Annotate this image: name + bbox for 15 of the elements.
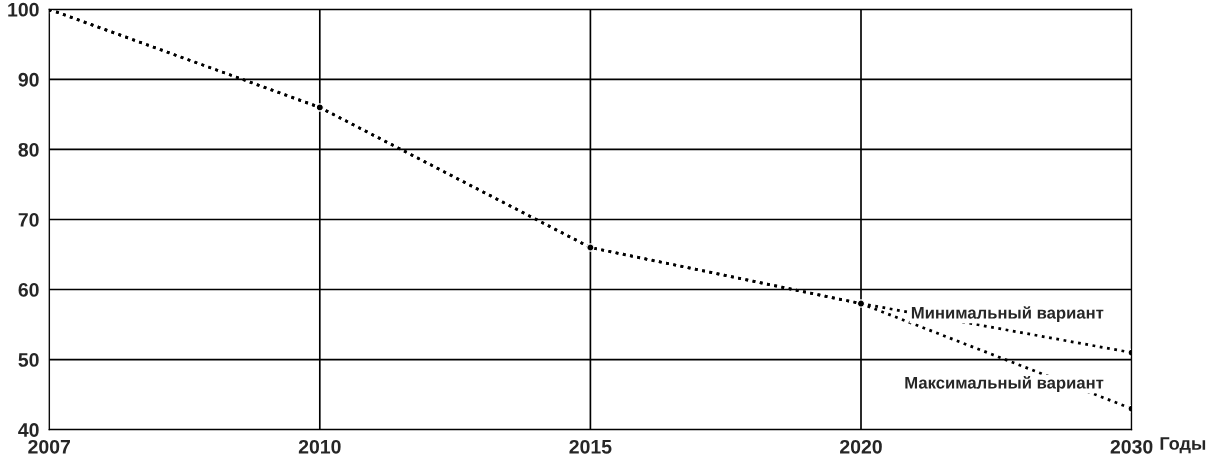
x-tick-label: 2010 <box>298 439 341 454</box>
x-tick-label: 2007 <box>28 439 70 454</box>
x-tick-label: 2015 <box>569 439 612 454</box>
y-tick-label: 40 <box>18 423 39 437</box>
y-tick-label: 50 <box>18 353 39 367</box>
series-label: Минимальный вариант <box>911 306 1104 323</box>
x-axis-title: Годы <box>1160 437 1206 454</box>
x-tick-label: 2030 <box>1110 439 1153 454</box>
y-tick-label: 60 <box>18 283 39 297</box>
y-tick-label: 80 <box>18 142 39 157</box>
x-tick-label: 2020 <box>840 439 882 454</box>
y-tick-label: 70 <box>18 212 39 227</box>
y-tick-label: 90 <box>18 72 39 87</box>
y-tick-label: 100 <box>8 2 39 17</box>
series-label: Максимальный вариант <box>905 376 1104 392</box>
